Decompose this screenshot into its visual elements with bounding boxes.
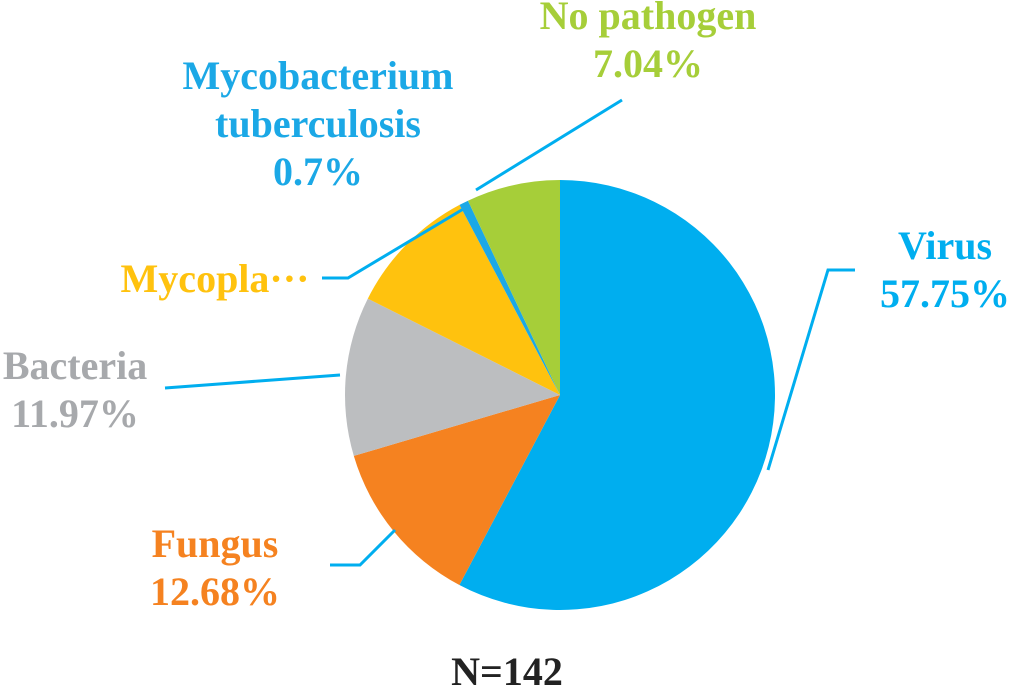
slice-label: Bacteria (2, 343, 148, 388)
slice-value-label: 7.04% (593, 41, 703, 86)
slice-label: Fungus (151, 521, 279, 566)
leader-line (330, 528, 397, 567)
leader-line (164, 373, 341, 390)
slice-value-label: 12.68% (150, 569, 280, 614)
slice-value-label: 11.97% (11, 391, 139, 436)
leader-line (766, 268, 855, 471)
slice-label: Mycobacterium tuberculosis (182, 53, 454, 146)
slice-label: Virus (897, 223, 993, 268)
pie-slice (459, 180, 776, 610)
pie-slice (344, 298, 560, 456)
pie-slice (459, 200, 560, 395)
pie-slice (367, 204, 560, 395)
chart-title: N=142 (451, 649, 563, 691)
leader-line (322, 203, 471, 280)
slice-label: Mycopla··· (120, 256, 310, 301)
pie-slice (353, 395, 560, 586)
slice-value-label: 57.75% (880, 271, 1010, 316)
slice-label: No pathogen (539, 0, 757, 38)
pie-slice (467, 180, 560, 395)
leader-line (475, 98, 623, 192)
slice-value-label: 0.7% (273, 149, 363, 194)
